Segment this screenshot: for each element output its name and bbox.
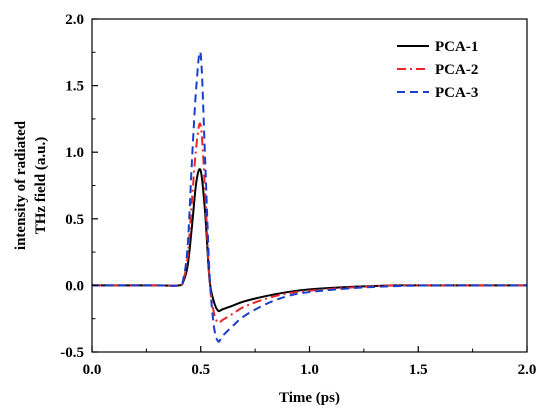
y-tick-label: 0.5 (65, 212, 84, 228)
x-tick-label: 2.0 (518, 362, 537, 378)
series-layer (92, 51, 527, 343)
legend: PCA-1 PCA-2 PCA-3 (397, 39, 478, 101)
x-axis-title: Time (ps) (279, 390, 340, 406)
y-axis-title-line-2: THz field (a.u.) (33, 137, 49, 235)
y-tick-label: -0.5 (60, 345, 84, 361)
y-tick-label: 0.0 (65, 278, 84, 294)
y-tick-label: 2.0 (65, 12, 84, 28)
y-axis-title: intensity of radiated THz field (a.u.) (13, 120, 49, 250)
series-line-pca-2 (92, 122, 527, 325)
y-tick-label: 1.5 (65, 79, 84, 95)
legend-label-pca-2: PCA-2 (435, 62, 478, 78)
y-tick-label: 1.0 (65, 145, 84, 161)
ticks-layer: 0.0 0.5 1.0 1.5 2.0-0.50.00.51.01.52.0 (60, 12, 536, 378)
x-tick-label: 1.0 (300, 362, 319, 378)
y-axis-title-line-1: intensity of radiated (13, 120, 29, 250)
legend-label-pca-3: PCA-3 (435, 85, 478, 101)
x-tick-label: 0.5 (191, 362, 210, 378)
legend-label-pca-1: PCA-1 (435, 39, 478, 55)
series-line-pca-3 (92, 51, 527, 343)
x-tick-label: 1.5 (409, 362, 428, 378)
x-tick-label: 0.0 (83, 362, 102, 378)
